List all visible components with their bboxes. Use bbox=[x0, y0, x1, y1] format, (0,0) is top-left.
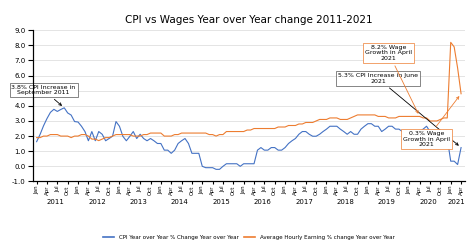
Text: 0.3% Wage
Growth in April
2021: 0.3% Wage Growth in April 2021 bbox=[403, 97, 459, 147]
CPI Year over Year % Change Year over Year bbox=[37, 133, 43, 136]
CPI Year over Year % Change Year over Year bbox=[458, 146, 464, 149]
Text: 5.3% CPI Increase in June
2021: 5.3% CPI Increase in June 2021 bbox=[338, 73, 458, 145]
Average Hourly Earning % change Year over Year bbox=[62, 135, 67, 138]
Line: CPI Year over Year % Change Year over Year: CPI Year over Year % Change Year over Ye… bbox=[36, 108, 461, 169]
CPI Year over Year % Change Year over Year bbox=[162, 149, 167, 152]
Average Hourly Earning % change Year over Year bbox=[282, 125, 288, 129]
Text: 3.8% CPI Increase in
September 2011: 3.8% CPI Increase in September 2011 bbox=[11, 85, 76, 105]
Average Hourly Earning % change Year over Year bbox=[34, 136, 39, 139]
Text: 8.2% Wage
Growth in April
2021: 8.2% Wage Growth in April 2021 bbox=[365, 45, 418, 113]
Average Hourly Earning % change Year over Year bbox=[162, 135, 167, 138]
Average Hourly Earning % change Year over Year bbox=[224, 130, 229, 133]
Title: CPI vs Wages Year over Year change 2011-2021: CPI vs Wages Year over Year change 2011-… bbox=[125, 15, 373, 25]
Average Hourly Earning % change Year over Year bbox=[458, 92, 464, 95]
CPI Year over Year % Change Year over Year bbox=[117, 125, 122, 128]
Average Hourly Earning % change Year over Year bbox=[96, 139, 101, 142]
CPI Year over Year % Change Year over Year bbox=[34, 140, 39, 143]
Average Hourly Earning % change Year over Year bbox=[117, 133, 122, 136]
Line: Average Hourly Earning % change Year over Year: Average Hourly Earning % change Year ove… bbox=[36, 42, 461, 141]
Average Hourly Earning % change Year over Year bbox=[37, 136, 43, 139]
Average Hourly Earning % change Year over Year bbox=[448, 41, 454, 44]
CPI Year over Year % Change Year over Year bbox=[62, 106, 67, 109]
CPI Year over Year % Change Year over Year bbox=[227, 162, 233, 165]
Legend: CPI Year over Year % Change Year over Year, Average Hourly Earning % change Year: CPI Year over Year % Change Year over Ye… bbox=[101, 233, 397, 242]
CPI Year over Year % Change Year over Year bbox=[213, 168, 219, 171]
CPI Year over Year % Change Year over Year bbox=[286, 142, 292, 145]
CPI Year over Year % Change Year over Year bbox=[65, 111, 71, 114]
